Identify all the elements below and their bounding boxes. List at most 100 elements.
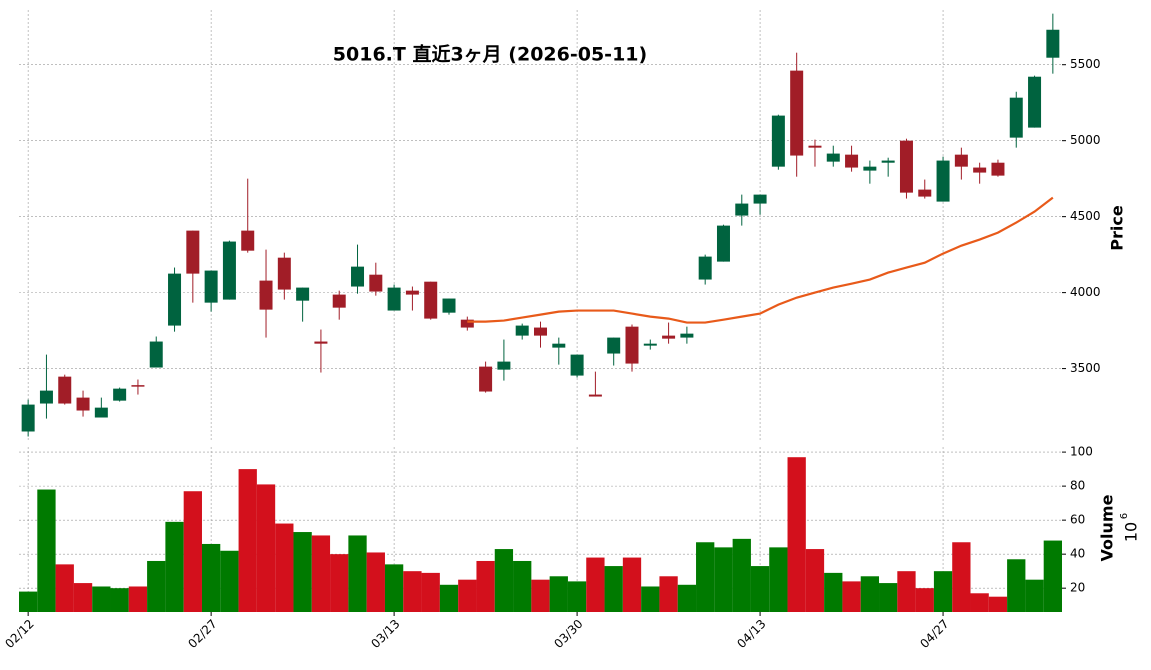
- volume-bar: [201, 543, 221, 612]
- candle-body: [1009, 97, 1023, 138]
- candle-body: [369, 274, 383, 292]
- candle-body: [149, 341, 163, 368]
- volume-bar: [403, 571, 422, 612]
- volume-bar: [92, 586, 111, 612]
- volume-bar: [439, 584, 459, 612]
- scale-base: 10: [1122, 522, 1141, 542]
- volume-bar: [732, 538, 751, 612]
- volume-bar: [567, 581, 587, 612]
- volume-bar: [55, 564, 74, 612]
- volume-bar: [275, 523, 294, 612]
- y-axis-label: Volume: [1098, 494, 1117, 561]
- volume-bar: [128, 586, 148, 612]
- candle-body: [332, 294, 346, 308]
- volume-bar: [293, 532, 312, 612]
- candle-body: [460, 319, 474, 328]
- candle-body: [771, 115, 785, 167]
- volume-bar: [933, 571, 953, 612]
- candle-body: [442, 298, 456, 313]
- volume-bar: [165, 521, 184, 612]
- volume-bar: [311, 535, 331, 612]
- volume-bar: [549, 576, 568, 612]
- candle-body: [698, 256, 712, 280]
- y-axis-label: Price: [1108, 205, 1127, 251]
- volume-bar: [879, 583, 898, 612]
- candle-body: [39, 390, 53, 404]
- candle-body: [186, 230, 200, 274]
- volume-bar: [256, 484, 276, 612]
- y-tick-label: 5000: [1070, 133, 1101, 147]
- volume-bar: [238, 469, 257, 612]
- candle-body: [625, 326, 639, 364]
- y-tick-label: 4500: [1070, 209, 1101, 223]
- candle-body: [515, 325, 529, 336]
- candle-body: [973, 167, 987, 173]
- volume-bar: [952, 542, 971, 612]
- candle-body: [716, 225, 730, 262]
- scale-exponent: 6: [1119, 513, 1130, 519]
- candle-body: [1028, 76, 1042, 128]
- y-tick-label: 40: [1070, 547, 1085, 561]
- candle-body: [662, 335, 676, 339]
- candle-body: [168, 273, 182, 326]
- x-tick-label: 03/30: [551, 617, 585, 651]
- x-tick-label: 04/27: [917, 617, 951, 651]
- candle-body: [259, 280, 273, 310]
- candle-body: [296, 287, 310, 301]
- volume-bar: [220, 550, 239, 612]
- y-tick-label: 80: [1070, 479, 1085, 493]
- y-tick-label: 60: [1070, 513, 1085, 527]
- volume-bar: [805, 549, 825, 612]
- volume-bar: [19, 591, 38, 612]
- candle-body: [918, 189, 932, 197]
- candle-body: [479, 366, 493, 392]
- candle-body: [58, 376, 72, 404]
- candle-body: [405, 290, 419, 295]
- volume-bar: [769, 547, 788, 612]
- volume-bar: [37, 489, 56, 612]
- candle-body: [314, 341, 328, 344]
- candle-body: [588, 394, 602, 397]
- volume-bar: [586, 557, 605, 612]
- candle-body: [222, 241, 236, 300]
- volume-bar: [622, 557, 642, 612]
- volume-bar: [513, 560, 532, 612]
- x-tick-label: 02/27: [185, 617, 219, 651]
- volume-bar: [384, 564, 404, 612]
- candle-body: [607, 337, 621, 354]
- volume-bar: [915, 588, 934, 612]
- candle-body: [94, 407, 108, 418]
- volume-bar: [988, 596, 1008, 612]
- volume-bar: [860, 576, 880, 612]
- volume-bar: [1025, 579, 1044, 612]
- x-tick-label: 04/13: [734, 617, 768, 651]
- volume-bar: [842, 581, 861, 612]
- y-tick-label: 100: [1070, 445, 1093, 459]
- candle-body: [936, 160, 950, 202]
- volume-bar: [110, 588, 129, 612]
- volume-bar: [641, 586, 660, 612]
- candle-body: [881, 160, 895, 163]
- y-tick-label: 3500: [1070, 361, 1101, 375]
- volume-bar: [677, 584, 697, 612]
- candle-body: [790, 70, 804, 156]
- volume-bar: [970, 593, 989, 612]
- volume-bar: [494, 549, 514, 612]
- candle-body: [899, 140, 913, 193]
- volume-bar: [787, 457, 806, 612]
- volume-bar: [750, 566, 770, 612]
- candle-body: [21, 404, 35, 432]
- volume-bar: [183, 491, 202, 612]
- candle-body: [863, 166, 877, 171]
- volume-bar: [714, 547, 733, 612]
- y-tick-label: 5500: [1070, 57, 1101, 71]
- candle-body: [497, 361, 511, 370]
- moving-average: [467, 196, 1054, 324]
- volume-bar: [696, 542, 715, 612]
- candle-body: [735, 203, 749, 216]
- candle-body: [424, 281, 438, 319]
- candle-body: [277, 257, 291, 290]
- volume-bar: [1043, 540, 1062, 612]
- candle-body: [954, 154, 968, 167]
